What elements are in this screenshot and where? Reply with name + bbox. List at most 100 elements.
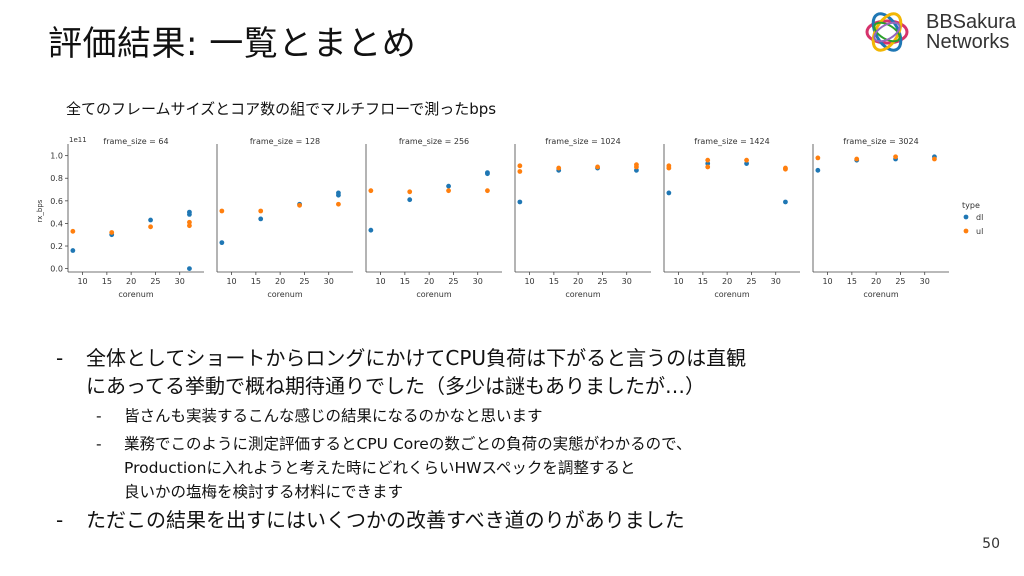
- data-point-dl: [815, 167, 821, 173]
- y-tick-label: 1.0: [50, 152, 63, 161]
- data-point-ul: [517, 169, 523, 174]
- data-point-dl: [705, 161, 711, 166]
- page-number: 50: [982, 536, 1000, 552]
- y-tick-label: 0.8: [50, 174, 63, 183]
- panel-title: frame_size = 3024: [843, 137, 918, 146]
- bullet-item: - 全体としてショートからロングにかけてCPU負荷は下がると言うのは直観 にあっ…: [50, 344, 980, 400]
- bullet-item: - ただこの結果を出すにはいくつかの改善すべき道のりがありました: [50, 506, 980, 534]
- legend-marker: [963, 228, 969, 234]
- x-axis-label: corenum: [118, 290, 153, 299]
- data-point-ul: [368, 188, 374, 194]
- sub-bullet-text: 皆さんも実装するこんな感じの結果になるのかなと思います: [124, 407, 543, 425]
- legend-title: type: [962, 201, 980, 210]
- logo-flower-icon: [865, 12, 909, 52]
- chart-legend: type dl ul: [962, 201, 983, 236]
- data-point-ul: [517, 163, 523, 169]
- data-point-ul: [634, 164, 639, 170]
- data-point-dl: [336, 192, 341, 198]
- x-tick-label: 25: [597, 277, 607, 286]
- data-point-ul: [705, 164, 711, 170]
- sub-bullet-text: Productionに入れようと考えた時にどれくらいHWスペックを調整すると: [124, 459, 636, 477]
- x-tick-label: 30: [175, 277, 185, 286]
- data-point-dl: [744, 161, 749, 166]
- x-tick-label: 25: [746, 277, 756, 286]
- x-tick-label: 15: [847, 277, 857, 286]
- legend-marker: [963, 214, 969, 220]
- x-axis-label: corenum: [267, 290, 302, 299]
- sub-bullet-item: - 業務でこのように測定評価するとCPU Coreの数ごとの負荷の実態がわかるの…: [50, 432, 980, 504]
- x-tick-label: 15: [698, 277, 708, 286]
- y-tick-label: 0.6: [50, 197, 63, 206]
- legend-label: ul: [976, 227, 983, 236]
- x-tick-label: 20: [722, 277, 732, 286]
- x-tick-label: 15: [549, 277, 559, 286]
- x-tick-label: 25: [895, 277, 905, 286]
- data-point-dl: [485, 171, 490, 177]
- data-point-ul: [595, 164, 600, 170]
- x-tick-label: 20: [871, 277, 881, 286]
- chart-panel: frame_size = 1024 10 15 20 25 30 corenum: [514, 137, 651, 299]
- bullet-dash: -: [56, 508, 64, 532]
- y-axis-label: rx_bps: [36, 199, 44, 222]
- data-point-ul: [446, 188, 451, 194]
- x-tick-label: 25: [299, 277, 309, 286]
- panel-title: frame_size = 256: [399, 137, 469, 146]
- bullet-text: ただこの結果を出すにはいくつかの改善すべき道のりがありました: [86, 508, 685, 532]
- data-point-ul: [148, 224, 153, 230]
- x-tick-label: 30: [771, 277, 781, 286]
- chart-caption: 全てのフレームサイズとコア数の組でマルチフローで測ったbps: [66, 100, 497, 118]
- x-tick-label: 30: [920, 277, 930, 286]
- data-point-ul: [893, 154, 898, 160]
- chart-panel: frame_size = 1424 10 15 20 25 30 corenum: [663, 137, 800, 299]
- data-point-ul: [815, 155, 821, 161]
- x-tick-label: 10: [822, 277, 832, 286]
- logo-text-line2: Networks: [926, 31, 1010, 53]
- panel-title: frame_size = 1424: [694, 137, 769, 146]
- x-tick-label: 30: [324, 277, 334, 286]
- sub-bullet-text: 良いかの塩梅を検討する材料にできます: [124, 483, 404, 501]
- data-point-dl: [219, 240, 225, 246]
- data-point-ul: [187, 219, 192, 225]
- x-tick-label: 10: [375, 277, 385, 286]
- data-point-ul: [297, 202, 302, 208]
- panel-title: frame_size = 128: [250, 137, 320, 146]
- facet-scatter-chart: frame_size = 64 10 15 20 25 30 corenum 0.0 0.2 0.…: [36, 136, 983, 299]
- x-tick-label: 10: [77, 277, 87, 286]
- x-tick-label: 25: [150, 277, 160, 286]
- x-axis-label: corenum: [714, 290, 749, 299]
- x-tick-label: 30: [622, 277, 632, 286]
- x-tick-label: 10: [226, 277, 236, 286]
- data-point-dl: [407, 197, 413, 203]
- y-tick-label: 0.2: [50, 242, 63, 251]
- data-point-ul: [219, 208, 225, 214]
- x-tick-label: 15: [400, 277, 410, 286]
- data-point-ul: [932, 156, 937, 162]
- company-logo: BBSakura Networks: [856, 4, 1024, 60]
- data-point-ul: [744, 157, 749, 163]
- x-axis-label: corenum: [416, 290, 451, 299]
- data-point-dl: [783, 199, 788, 205]
- sub-bullet-item: - 皆さんも実装するこんな感じの結果になるのかなと思います: [50, 404, 980, 428]
- data-point-ul: [109, 230, 115, 235]
- chart-panel: frame_size = 256 10 15 20 25 30 corenum: [365, 137, 502, 299]
- panel-title: frame_size = 64: [103, 137, 168, 146]
- bullet-dash: -: [96, 435, 102, 453]
- slide-title: 評価結果: 一覧とまとめ: [48, 24, 417, 64]
- panel-title: frame_size = 1024: [545, 137, 620, 146]
- x-tick-label: 10: [673, 277, 683, 286]
- data-point-ul: [258, 208, 264, 214]
- data-point-dl: [446, 183, 451, 189]
- bullet-dash: -: [56, 346, 64, 370]
- chart-panel: frame_size = 64 10 15 20 25 30 corenum 0.0 0.2 0.…: [36, 136, 204, 299]
- data-point-ul: [485, 188, 490, 194]
- data-point-ul: [854, 156, 860, 162]
- data-point-ul: [556, 165, 562, 171]
- data-point-ul: [783, 166, 788, 172]
- legend-label: dl: [976, 213, 983, 222]
- data-point-ul: [666, 165, 672, 171]
- x-tick-label: 25: [448, 277, 458, 286]
- x-axis-label: corenum: [863, 290, 898, 299]
- data-point-dl: [517, 199, 523, 205]
- data-point-dl: [148, 217, 153, 223]
- y-offset-label: 1e11: [69, 136, 87, 144]
